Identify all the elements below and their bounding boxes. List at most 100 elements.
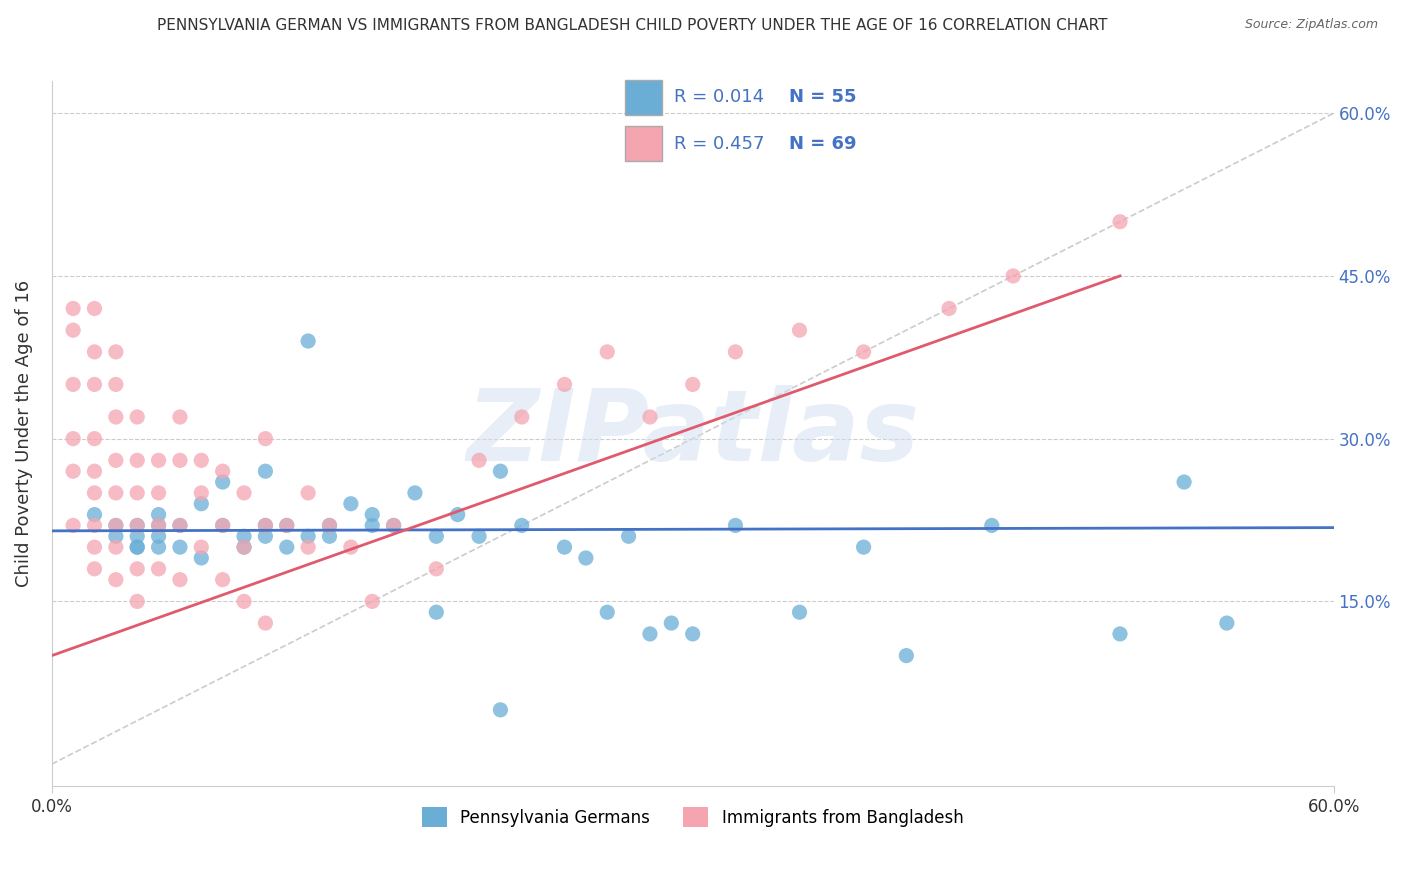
Immigrants from Bangladesh — [83, 344, 105, 359]
Immigrants from Bangladesh — [233, 486, 256, 500]
Pennsylvania Germans — [361, 518, 384, 533]
Pennsylvania Germans — [724, 518, 747, 533]
Immigrants from Bangladesh — [104, 518, 127, 533]
Pennsylvania Germans — [447, 508, 470, 522]
Immigrants from Bangladesh — [83, 464, 105, 478]
Pennsylvania Germans — [254, 464, 277, 478]
Immigrants from Bangladesh — [83, 518, 105, 533]
Pennsylvania Germans — [789, 605, 811, 619]
Pennsylvania Germans — [104, 518, 127, 533]
Immigrants from Bangladesh — [104, 486, 127, 500]
Immigrants from Bangladesh — [127, 486, 149, 500]
Pennsylvania Germans — [1173, 475, 1195, 489]
Immigrants from Bangladesh — [127, 562, 149, 576]
Pennsylvania Germans — [127, 518, 149, 533]
Pennsylvania Germans — [83, 508, 105, 522]
Pennsylvania Germans — [340, 497, 363, 511]
Immigrants from Bangladesh — [318, 518, 340, 533]
Immigrants from Bangladesh — [553, 377, 575, 392]
Immigrants from Bangladesh — [382, 518, 405, 533]
Pennsylvania Germans — [148, 540, 170, 554]
Immigrants from Bangladesh — [83, 486, 105, 500]
Immigrants from Bangladesh — [148, 518, 170, 533]
Immigrants from Bangladesh — [127, 409, 149, 424]
Pennsylvania Germans — [553, 540, 575, 554]
Immigrants from Bangladesh — [596, 344, 619, 359]
Pennsylvania Germans — [211, 518, 233, 533]
Pennsylvania Germans — [575, 551, 598, 566]
Text: R = 0.014: R = 0.014 — [675, 88, 765, 106]
Pennsylvania Germans — [190, 551, 212, 566]
Immigrants from Bangladesh — [104, 377, 127, 392]
Text: ZIPatlas: ZIPatlas — [467, 384, 920, 482]
Immigrants from Bangladesh — [297, 540, 319, 554]
Pennsylvania Germans — [404, 486, 426, 500]
Pennsylvania Germans — [190, 497, 212, 511]
Pennsylvania Germans — [276, 518, 298, 533]
Immigrants from Bangladesh — [148, 562, 170, 576]
Immigrants from Bangladesh — [62, 464, 84, 478]
Pennsylvania Germans — [425, 605, 447, 619]
Text: N = 55: N = 55 — [789, 88, 856, 106]
Immigrants from Bangladesh — [169, 409, 191, 424]
Pennsylvania Germans — [127, 540, 149, 554]
Immigrants from Bangladesh — [169, 573, 191, 587]
Pennsylvania Germans — [233, 540, 256, 554]
Pennsylvania Germans — [468, 529, 491, 543]
Pennsylvania Germans — [169, 518, 191, 533]
Immigrants from Bangladesh — [83, 540, 105, 554]
Pennsylvania Germans — [489, 464, 512, 478]
Immigrants from Bangladesh — [104, 453, 127, 467]
Immigrants from Bangladesh — [276, 518, 298, 533]
Immigrants from Bangladesh — [468, 453, 491, 467]
Pennsylvania Germans — [682, 627, 704, 641]
Pennsylvania Germans — [127, 529, 149, 543]
Pennsylvania Germans — [211, 475, 233, 489]
Pennsylvania Germans — [127, 540, 149, 554]
Immigrants from Bangladesh — [62, 518, 84, 533]
Pennsylvania Germans — [254, 529, 277, 543]
Immigrants from Bangladesh — [104, 344, 127, 359]
Immigrants from Bangladesh — [127, 518, 149, 533]
Text: R = 0.457: R = 0.457 — [675, 135, 765, 153]
Immigrants from Bangladesh — [233, 540, 256, 554]
Pennsylvania Germans — [297, 334, 319, 348]
Pennsylvania Germans — [297, 529, 319, 543]
Pennsylvania Germans — [617, 529, 640, 543]
Immigrants from Bangladesh — [83, 562, 105, 576]
Pennsylvania Germans — [1216, 616, 1239, 631]
Immigrants from Bangladesh — [340, 540, 363, 554]
Immigrants from Bangladesh — [211, 518, 233, 533]
Y-axis label: Child Poverty Under the Age of 16: Child Poverty Under the Age of 16 — [15, 280, 32, 587]
Immigrants from Bangladesh — [789, 323, 811, 337]
Pennsylvania Germans — [980, 518, 1002, 533]
Pennsylvania Germans — [510, 518, 533, 533]
Immigrants from Bangladesh — [254, 616, 277, 631]
Pennsylvania Germans — [318, 529, 340, 543]
Immigrants from Bangladesh — [211, 573, 233, 587]
Immigrants from Bangladesh — [104, 573, 127, 587]
Pennsylvania Germans — [425, 529, 447, 543]
Immigrants from Bangladesh — [62, 432, 84, 446]
Pennsylvania Germans — [254, 518, 277, 533]
Immigrants from Bangladesh — [254, 432, 277, 446]
Immigrants from Bangladesh — [169, 518, 191, 533]
Immigrants from Bangladesh — [682, 377, 704, 392]
Immigrants from Bangladesh — [852, 344, 875, 359]
Text: PENNSYLVANIA GERMAN VS IMMIGRANTS FROM BANGLADESH CHILD POVERTY UNDER THE AGE OF: PENNSYLVANIA GERMAN VS IMMIGRANTS FROM B… — [157, 18, 1108, 33]
Text: Source: ZipAtlas.com: Source: ZipAtlas.com — [1244, 18, 1378, 31]
Immigrants from Bangladesh — [169, 453, 191, 467]
Immigrants from Bangladesh — [104, 540, 127, 554]
Immigrants from Bangladesh — [361, 594, 384, 608]
Immigrants from Bangladesh — [638, 409, 661, 424]
Pennsylvania Germans — [361, 508, 384, 522]
Immigrants from Bangladesh — [233, 594, 256, 608]
Immigrants from Bangladesh — [127, 594, 149, 608]
Immigrants from Bangladesh — [510, 409, 533, 424]
Immigrants from Bangladesh — [1002, 268, 1025, 283]
Immigrants from Bangladesh — [724, 344, 747, 359]
Immigrants from Bangladesh — [190, 540, 212, 554]
Pennsylvania Germans — [276, 540, 298, 554]
Immigrants from Bangladesh — [83, 432, 105, 446]
Immigrants from Bangladesh — [62, 323, 84, 337]
